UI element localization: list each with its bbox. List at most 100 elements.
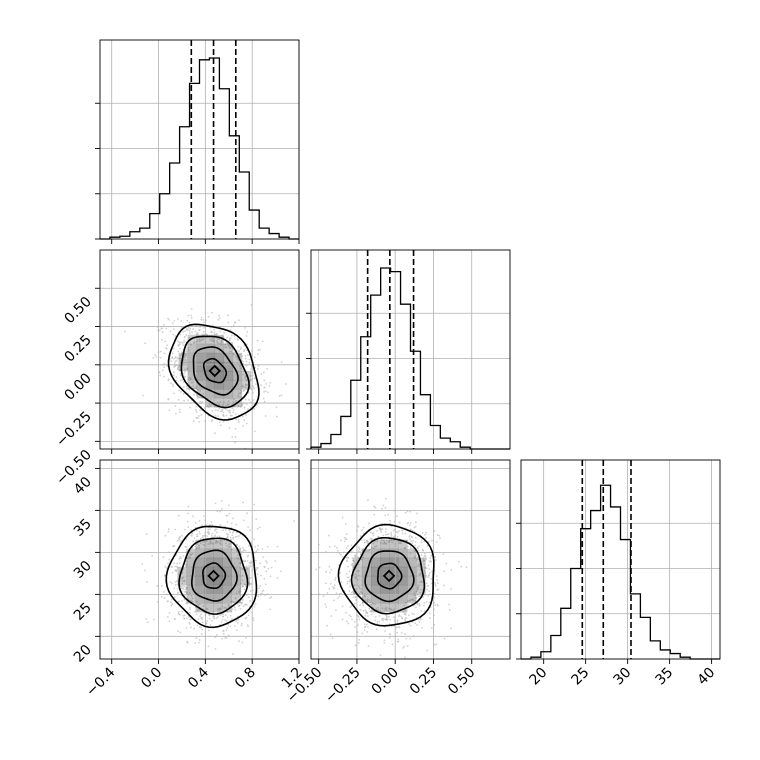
joint-1-point	[224, 618, 226, 621]
joint-0-point	[202, 326, 205, 329]
joint-0-point	[185, 385, 188, 388]
joint-2-point	[413, 556, 416, 558]
joint-1-point	[253, 538, 256, 541]
joint-0-point	[269, 381, 272, 384]
joint-2-point	[378, 620, 381, 623]
joint-2-density-bin	[389, 603, 399, 613]
joint-0-point	[239, 348, 242, 350]
joint-2-density-bin	[361, 593, 372, 604]
joint-2-point	[375, 608, 378, 611]
joint-2-point	[354, 554, 357, 557]
joint-0-point	[173, 362, 176, 365]
joint-0-point	[190, 381, 193, 384]
joint-0-point	[244, 386, 247, 389]
joint-0-point	[185, 387, 188, 390]
joint-1-point	[246, 555, 249, 558]
frames-layer	[99, 39, 721, 660]
joint-2-density-bin	[389, 566, 399, 577]
joint-1-point	[259, 585, 262, 587]
joint-0-point	[219, 342, 222, 345]
joint-0-point	[207, 406, 210, 409]
joint-2-point	[435, 541, 438, 543]
joint-1-point	[186, 640, 189, 643]
joint-1-density-bin	[222, 566, 232, 577]
joint-0-point	[172, 385, 174, 388]
joint-0-point	[212, 399, 215, 402]
joint-0-point	[266, 368, 268, 370]
joint-2-point	[382, 619, 384, 622]
joint-1-point	[249, 590, 252, 593]
joint-1-point	[181, 534, 183, 537]
joint-2-point	[438, 534, 441, 537]
joint-2-point	[384, 530, 387, 533]
joint-1-point	[189, 606, 191, 609]
panel-frame-r1-c1	[310, 249, 511, 450]
joint-1-point	[239, 607, 242, 610]
joint-2-density-bin	[380, 593, 390, 604]
joint-2-point	[345, 533, 348, 536]
joint-2-point	[357, 563, 360, 566]
marks-layer	[100, 40, 720, 660]
joint-2-point	[434, 604, 437, 607]
joint-2-point	[415, 590, 418, 593]
joint-0-point	[203, 454, 205, 456]
joint-1-point	[219, 510, 221, 513]
joint-2-point	[460, 565, 463, 568]
joint-2-point	[420, 581, 423, 583]
joint-2-point	[436, 582, 439, 585]
joint-0-point	[180, 374, 182, 377]
x-tick-label-p0-2: 0.4	[185, 664, 212, 691]
joint-1-point	[250, 583, 253, 585]
joint-2-point	[396, 515, 398, 518]
joint-2-point	[397, 638, 400, 641]
x-tick-label-p2-4: 40	[695, 665, 719, 689]
joint-2-point	[364, 599, 367, 602]
joint-1-density-bin	[186, 566, 196, 577]
joint-2-point	[338, 552, 341, 555]
joint-2-point	[405, 613, 407, 616]
joint-1-point	[183, 528, 186, 531]
joint-2-point	[422, 549, 425, 552]
joint-1-point	[178, 571, 181, 574]
joint-2-point	[375, 628, 378, 630]
joint-1-point	[242, 546, 244, 549]
joint-2-point	[424, 575, 427, 578]
joint-2-point	[359, 591, 362, 593]
joint-2-point	[449, 627, 452, 630]
joint-1-density-bin	[213, 584, 223, 595]
joint-1-point	[170, 598, 173, 601]
joint-0-point	[261, 340, 264, 343]
joint-2-point	[404, 511, 407, 514]
joint-1-point	[188, 621, 191, 624]
joint-0-point	[232, 411, 235, 414]
joint-1-point	[190, 594, 193, 597]
panel-frame-r2-c1	[310, 459, 511, 660]
joint-2-density-bin	[407, 557, 417, 568]
joint-0-point	[190, 317, 193, 319]
joint-2-density-bin	[370, 584, 381, 595]
joint-1-point	[198, 544, 201, 547]
joint-2-point	[366, 611, 369, 614]
joint-1-point	[237, 618, 240, 621]
joint-0-point	[180, 326, 183, 329]
joint-1-density-bin	[204, 566, 214, 577]
joint-0-point	[239, 396, 242, 399]
joint-0-density-bin	[205, 370, 216, 381]
joint-2-point	[332, 585, 334, 588]
joint-2-point	[363, 539, 366, 542]
joint-2-point	[386, 618, 389, 621]
joint-0-point	[178, 357, 181, 360]
joint-2-point	[340, 581, 343, 584]
joint-1-point	[176, 580, 178, 582]
joint-1-scatter-group	[141, 500, 295, 655]
joint-1-point	[255, 550, 258, 553]
joint-2-density-bin	[389, 575, 399, 586]
joint-1-point	[144, 569, 146, 572]
joint-2-point	[402, 646, 405, 649]
joint-1-point	[228, 512, 231, 515]
joint-0-point	[239, 365, 241, 367]
joint-2-point	[401, 617, 404, 619]
joint-1-point	[182, 555, 185, 557]
joint-2-point	[413, 613, 415, 616]
joint-1-point	[179, 631, 182, 634]
